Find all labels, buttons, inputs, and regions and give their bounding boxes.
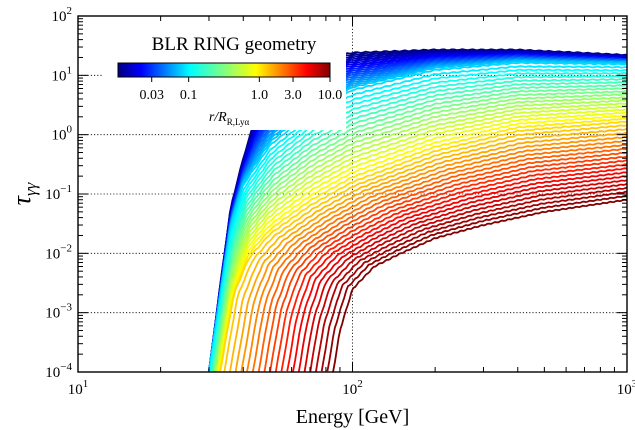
series-line bbox=[216, 105, 627, 372]
series-line bbox=[269, 155, 627, 372]
series-line bbox=[257, 147, 627, 372]
series-line bbox=[208, 61, 627, 372]
series-line bbox=[217, 111, 627, 372]
series-line bbox=[209, 68, 627, 372]
series-line bbox=[286, 167, 627, 372]
series-line bbox=[219, 120, 627, 372]
colorbar-tick-label: 1.0 bbox=[251, 88, 269, 103]
series-line bbox=[274, 159, 627, 372]
series-line bbox=[332, 199, 627, 372]
colorbar-tick-label: 0.03 bbox=[139, 88, 164, 103]
series-line bbox=[211, 78, 627, 372]
series-line bbox=[263, 151, 627, 372]
x-tick-label: 103 bbox=[617, 378, 635, 398]
colorbar-gradient bbox=[117, 62, 331, 78]
series-line bbox=[213, 90, 627, 372]
series-line bbox=[215, 102, 627, 372]
x-tick-label: 102 bbox=[342, 378, 363, 398]
series-line bbox=[210, 71, 627, 372]
tick-labels: 101 102 103 10−4 10−3 10−2 10−1 100 101 102 bbox=[45, 5, 635, 398]
series-line bbox=[215, 99, 627, 372]
series-line bbox=[229, 127, 627, 372]
x-tick-label: 101 bbox=[68, 378, 89, 398]
y-tick-label: 10−4 bbox=[45, 361, 72, 381]
series-line bbox=[240, 135, 627, 372]
series-line bbox=[216, 108, 627, 372]
series-line bbox=[309, 182, 627, 372]
y-tick-label: 102 bbox=[52, 5, 73, 25]
series-line bbox=[208, 65, 627, 372]
y-tick-label: 10−2 bbox=[45, 242, 72, 262]
y-tick-label: 101 bbox=[52, 64, 73, 84]
x-axis-label: Energy [GeV] bbox=[296, 406, 409, 428]
colorbar-label: r/RR,Lyα bbox=[209, 110, 250, 127]
series-line bbox=[218, 114, 627, 372]
colorbar-tick-label: 10.0 bbox=[318, 88, 343, 103]
colorbar: BLR RING geometry 0.03 0.1 1.0 3.0 10.0 r/RR… bbox=[102, 22, 346, 130]
series-line bbox=[234, 131, 627, 372]
series-line bbox=[212, 87, 627, 372]
series-line bbox=[315, 186, 627, 372]
series-line bbox=[251, 144, 627, 372]
series-line bbox=[303, 179, 627, 372]
series-line bbox=[218, 117, 627, 372]
y-tick-label: 10−1 bbox=[45, 183, 72, 203]
series-line bbox=[208, 59, 627, 372]
series-line bbox=[223, 124, 627, 372]
series-line bbox=[292, 171, 627, 372]
colorbar-tick-label: 0.1 bbox=[180, 88, 198, 103]
series-line bbox=[326, 194, 627, 372]
series-line bbox=[214, 93, 627, 372]
colorbar-title: BLR RING geometry bbox=[152, 34, 317, 55]
series-line bbox=[320, 190, 627, 372]
series-line bbox=[280, 163, 627, 372]
series-line bbox=[210, 74, 627, 372]
series-line bbox=[212, 84, 627, 372]
axis-ticks bbox=[77, 16, 627, 373]
series-line bbox=[211, 81, 627, 372]
series-line bbox=[297, 175, 627, 372]
series-line bbox=[246, 139, 627, 372]
y-tick-label: 10−3 bbox=[45, 302, 72, 322]
y-tick-label: 100 bbox=[52, 124, 73, 144]
y-axis-label: τγγ bbox=[7, 181, 40, 205]
colorbar-ticks: 0.03 0.1 1.0 3.0 10.0 bbox=[139, 77, 342, 103]
series-line bbox=[214, 96, 627, 372]
colorbar-tick-label: 3.0 bbox=[284, 88, 302, 103]
